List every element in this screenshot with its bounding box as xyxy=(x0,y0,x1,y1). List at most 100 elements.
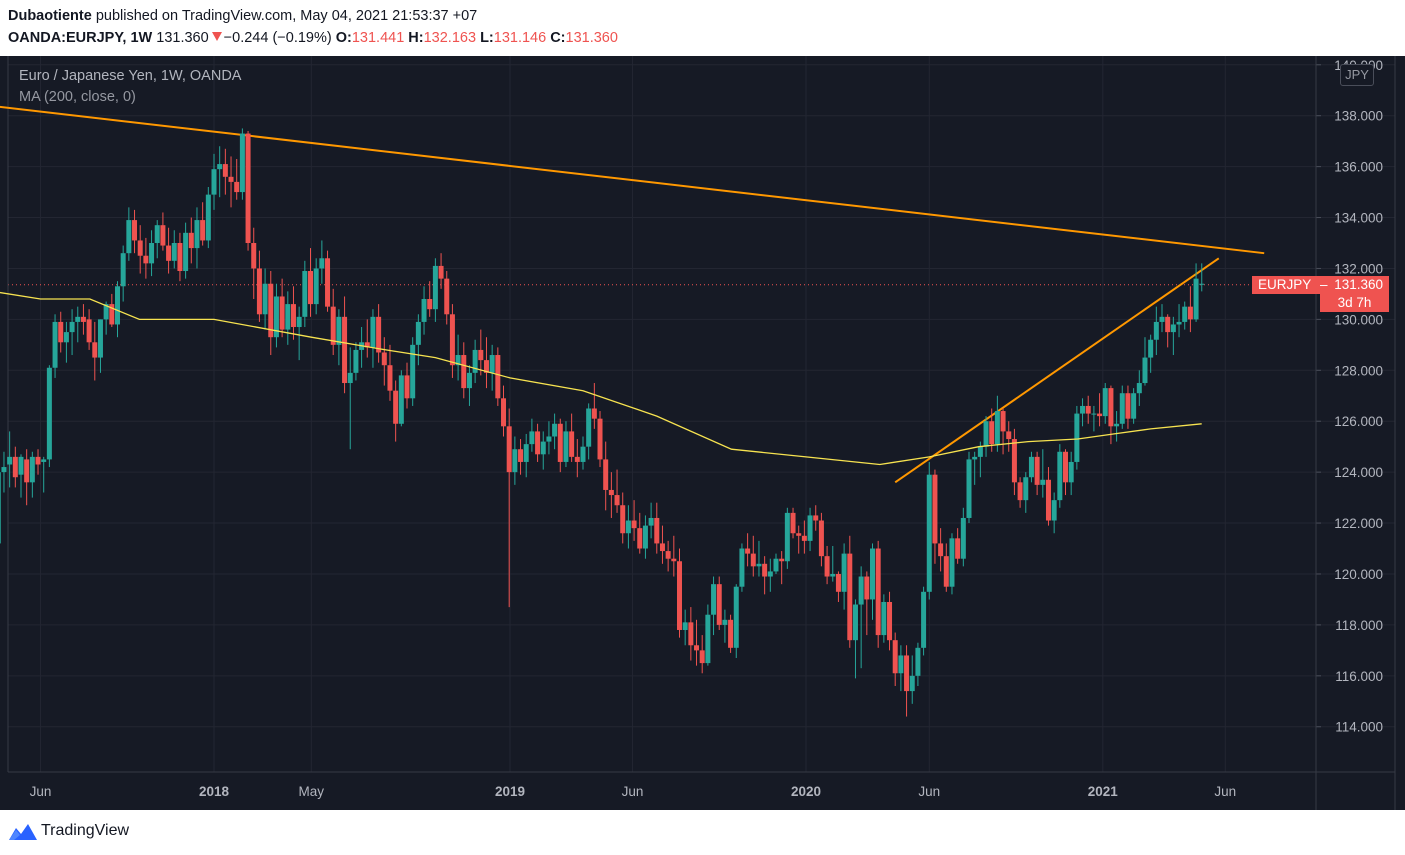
candle-up xyxy=(767,571,773,577)
candle-up xyxy=(926,474,932,592)
candle-up xyxy=(63,332,69,343)
candle-up xyxy=(285,304,291,330)
candle-down xyxy=(665,551,671,559)
candle-up xyxy=(211,169,217,195)
close-value: 131.360 xyxy=(565,30,618,46)
tradingview-logo-icon[interactable] xyxy=(8,822,38,842)
indicator-legend[interactable]: MA (200, close, 0) xyxy=(19,89,136,105)
candle-up xyxy=(1057,451,1063,501)
candle-down xyxy=(166,245,172,261)
candle-down xyxy=(234,181,240,193)
price-tick-label: 128.000 xyxy=(1334,363,1383,378)
candle-down xyxy=(591,408,597,419)
candle-down xyxy=(728,619,734,648)
ma-200-line xyxy=(0,291,1202,466)
candle-up xyxy=(472,349,478,373)
price-tick-label: 116.000 xyxy=(1335,669,1383,684)
candle-down xyxy=(364,342,370,348)
candle-down xyxy=(381,352,387,366)
chart-pane[interactable]: 114.000 116.000 118.000 120.000 122.000 124.0… xyxy=(0,56,1405,810)
candle-up xyxy=(398,375,404,424)
candle-down xyxy=(535,431,541,455)
candle-up xyxy=(194,220,200,249)
price-tick-label: 134.000 xyxy=(1334,211,1383,226)
candle-down xyxy=(762,563,768,577)
price-tag-symbol: EURJPY xyxy=(1258,277,1312,292)
candle-down xyxy=(1045,479,1051,521)
candle-up xyxy=(1023,477,1029,501)
time-tick-label: Jun xyxy=(1214,784,1236,799)
candle-up xyxy=(421,299,427,322)
candle-down xyxy=(325,258,331,307)
candle-down xyxy=(694,645,700,651)
candle-down xyxy=(699,650,705,664)
candle-up xyxy=(552,423,558,437)
candle-up xyxy=(1176,321,1182,325)
candle-down xyxy=(449,314,455,366)
candle-down xyxy=(376,316,382,353)
candle-down xyxy=(290,304,296,328)
candle-up xyxy=(722,619,728,625)
currency-button[interactable]: JPY xyxy=(1340,64,1374,86)
candle-up xyxy=(711,584,717,615)
candle-up xyxy=(739,548,745,587)
candle-down xyxy=(688,622,694,646)
candle-up xyxy=(642,525,648,549)
candle-down xyxy=(750,553,756,567)
candle-up xyxy=(523,444,529,462)
symbol-interval: OANDA:EURJPY, 1W xyxy=(8,30,153,46)
candle-up xyxy=(915,647,921,676)
candle-up xyxy=(586,408,592,447)
trendline-layer xyxy=(0,105,1265,484)
candle-up xyxy=(1119,393,1125,424)
published-text: published on TradingView.com, May 04, 20… xyxy=(95,8,478,24)
time-tick-label: Jun xyxy=(918,784,940,799)
candle-up xyxy=(114,286,120,325)
candle-up xyxy=(455,355,461,366)
time-tick-label: 2018 xyxy=(199,784,230,799)
candlestick-chart[interactable]: 114.000 116.000 118.000 120.000 122.000 124.0… xyxy=(0,56,1405,810)
candle-down xyxy=(1187,306,1193,320)
candle-down xyxy=(279,296,285,330)
symbol-ohlc-line: OANDA:EURJPY, 1W 131.360 −0.244 (−0.19%) … xyxy=(8,30,618,46)
candle-up xyxy=(858,576,864,605)
chart-legend-title[interactable]: Euro / Japanese Yen, 1W, OANDA xyxy=(19,68,242,84)
publish-header: Dubaotiente published on TradingView.com… xyxy=(0,0,1405,56)
candle-down xyxy=(58,321,64,343)
price-tick-label: 124.000 xyxy=(1334,465,1383,480)
down-triangle-icon xyxy=(211,32,222,41)
candle-down xyxy=(1034,456,1040,485)
low-label: L: xyxy=(480,30,494,46)
candle-up xyxy=(841,553,847,592)
candle-up xyxy=(319,258,325,269)
candle-down xyxy=(1063,451,1069,483)
time-tick-label: Jun xyxy=(622,784,644,799)
candle-down xyxy=(620,505,626,534)
candle-down xyxy=(1085,405,1091,414)
candle-down xyxy=(631,520,637,529)
candle-up xyxy=(1091,413,1097,415)
candle-down xyxy=(228,176,234,182)
author-name[interactable]: Dubaotiente xyxy=(8,8,92,24)
time-axis-labels: Jun 2018 May 2019 Jun 2020 Jun 2021 Jun xyxy=(30,784,1237,799)
candle-up xyxy=(994,411,1000,445)
candle-up xyxy=(1142,357,1148,384)
candle-down xyxy=(137,240,143,256)
candle-up xyxy=(410,344,416,399)
publish-info: Dubaotiente published on TradingView.com… xyxy=(8,8,477,24)
candle-up xyxy=(120,253,126,287)
candle-up xyxy=(580,446,586,462)
candle-down xyxy=(393,390,399,424)
candle-down xyxy=(574,456,580,462)
brand-name[interactable]: TradingView xyxy=(41,822,130,839)
open-value: 131.441 xyxy=(351,30,405,46)
candle-down xyxy=(495,355,501,399)
candle-up xyxy=(432,265,438,310)
candle-down xyxy=(427,299,433,310)
candle-down xyxy=(501,398,507,427)
candle-down xyxy=(603,459,609,490)
candle-down xyxy=(904,655,910,692)
candle-down xyxy=(938,543,944,557)
candle-down xyxy=(824,556,830,577)
candle-down xyxy=(818,520,824,557)
